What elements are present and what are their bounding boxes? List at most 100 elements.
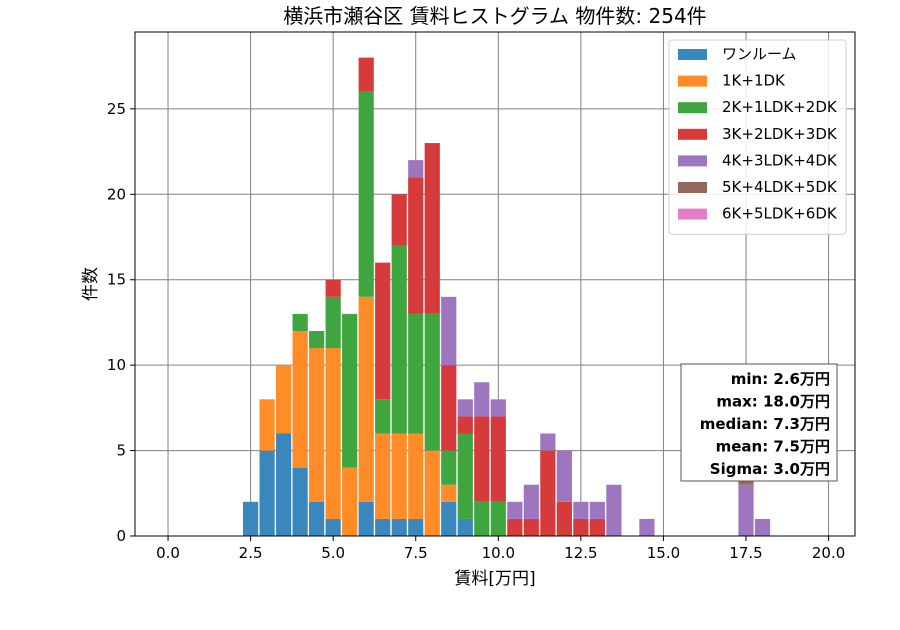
legend-swatch bbox=[678, 128, 707, 140]
x-tick-label: 12.5 bbox=[564, 544, 597, 562]
histogram-bar bbox=[375, 518, 391, 536]
histogram-bar bbox=[243, 501, 259, 536]
histogram-bar bbox=[424, 313, 440, 451]
legend-label: 4K+3LDK+4DK bbox=[722, 151, 838, 169]
stats-line: median: 7.3万円 bbox=[700, 415, 830, 433]
histogram-bar bbox=[523, 518, 539, 536]
legend-swatch bbox=[678, 208, 707, 220]
histogram-bar bbox=[325, 296, 341, 349]
histogram-bar bbox=[573, 518, 589, 536]
histogram-bar bbox=[540, 433, 556, 451]
histogram-bar bbox=[342, 313, 358, 468]
histogram-bar bbox=[375, 262, 391, 400]
histogram-bar bbox=[457, 518, 473, 536]
histogram-bar bbox=[325, 518, 341, 536]
histogram-bar bbox=[408, 518, 424, 536]
stats-box: min: 2.6万円 max: 18.0万円 median: 7.3万円 mean: … bbox=[680, 363, 838, 482]
histogram-bar bbox=[589, 518, 605, 536]
histogram-bar bbox=[358, 296, 374, 502]
legend-label: 3K+2LDK+3DK bbox=[722, 125, 838, 143]
histogram-bar bbox=[556, 450, 572, 502]
histogram-bar bbox=[309, 348, 325, 502]
y-tick-label: 5 bbox=[116, 442, 126, 460]
legend-label: 2K+1LDK+2DK bbox=[722, 98, 838, 116]
stats-line: min: 2.6万円 bbox=[731, 370, 830, 388]
histogram-bar bbox=[540, 450, 556, 536]
x-axis-label: 賃料[万円] bbox=[454, 569, 535, 589]
histogram-bar bbox=[408, 313, 424, 434]
legend-label: 1K+1DK bbox=[722, 72, 786, 90]
histogram-bar bbox=[523, 484, 539, 519]
histogram-bar bbox=[276, 365, 292, 434]
histogram-bar bbox=[408, 160, 424, 178]
histogram-bar bbox=[441, 365, 457, 451]
legend-swatch bbox=[678, 49, 707, 60]
y-tick-label: 25 bbox=[107, 100, 126, 118]
histogram-bar bbox=[358, 57, 374, 92]
histogram-bar bbox=[391, 433, 407, 519]
legend-swatch bbox=[678, 102, 707, 114]
histogram-bar bbox=[292, 313, 308, 331]
histogram-bar bbox=[424, 143, 440, 314]
histogram-bar bbox=[556, 501, 572, 536]
y-tick-label: 15 bbox=[107, 271, 126, 289]
histogram-bar bbox=[474, 501, 490, 536]
histogram-bar bbox=[358, 501, 374, 536]
plot-frame bbox=[134, 31, 856, 537]
histogram-bar bbox=[474, 382, 490, 417]
legend-label: 5K+4LDK+5DK bbox=[722, 178, 838, 196]
histogram-bar bbox=[457, 399, 473, 417]
histogram-bar bbox=[507, 518, 523, 536]
histogram-bar bbox=[358, 91, 374, 297]
histogram-bar bbox=[325, 279, 341, 297]
stats-line: mean: 7.5万円 bbox=[716, 438, 830, 456]
histogram-bar bbox=[441, 501, 457, 536]
histogram-bar bbox=[342, 467, 358, 536]
x-tick-label: 20.0 bbox=[812, 544, 845, 562]
histogram-bar bbox=[292, 467, 308, 536]
stats-background bbox=[680, 363, 838, 482]
histogram-bar bbox=[507, 501, 523, 519]
x-tick-label: 7.5 bbox=[404, 544, 428, 562]
x-tick-label: 17.5 bbox=[729, 544, 762, 562]
histogram-bar bbox=[408, 177, 424, 314]
histogram-bar bbox=[738, 484, 754, 536]
histogram-bar bbox=[441, 450, 457, 485]
legend-box bbox=[668, 39, 847, 235]
legend-swatch bbox=[678, 155, 707, 167]
histogram-bar bbox=[292, 330, 308, 468]
histogram-bar bbox=[457, 416, 473, 434]
histogram-bar bbox=[325, 348, 341, 519]
x-tick-label: 5.0 bbox=[321, 544, 345, 562]
histogram-bar bbox=[573, 501, 589, 519]
x-tick-label: 0.0 bbox=[156, 544, 180, 562]
x-axis-ticks: 0.0 2.5 5.0 7.5 10.0 12.5 15.0 17.5 20.0 bbox=[156, 536, 845, 562]
y-tick-label: 10 bbox=[107, 356, 126, 374]
histogram-bar bbox=[490, 416, 506, 502]
histogram-bar bbox=[375, 399, 391, 434]
y-axis-label: 件数 bbox=[81, 267, 101, 301]
histogram-bar bbox=[408, 433, 424, 519]
y-axis-ticks: 0 5 10 15 20 25 bbox=[107, 100, 135, 545]
y-tick-label: 0 bbox=[116, 527, 126, 545]
histogram-bar bbox=[457, 433, 473, 519]
stats-line: max: 18.0万円 bbox=[716, 393, 830, 411]
histogram-bar bbox=[474, 416, 490, 502]
histogram-bar bbox=[606, 484, 622, 536]
histogram-bar bbox=[375, 433, 391, 519]
histogram-bar bbox=[754, 518, 771, 536]
histogram-bar bbox=[259, 399, 275, 451]
chart-title: 横浜市瀬谷区 賃料ヒストグラム 物件数: 254件 bbox=[283, 4, 706, 28]
histogram-bar bbox=[259, 450, 275, 536]
histogram-bar bbox=[589, 501, 605, 519]
histogram-bar bbox=[441, 296, 457, 366]
histogram-bar bbox=[391, 518, 407, 536]
histogram-bar bbox=[490, 501, 506, 536]
histogram-bar bbox=[309, 330, 325, 349]
bars bbox=[243, 57, 771, 536]
x-tick-label: 10.0 bbox=[482, 544, 515, 562]
legend-swatch bbox=[678, 182, 707, 193]
legend-label: ワンルーム bbox=[722, 45, 797, 63]
histogram-bar bbox=[391, 194, 407, 246]
